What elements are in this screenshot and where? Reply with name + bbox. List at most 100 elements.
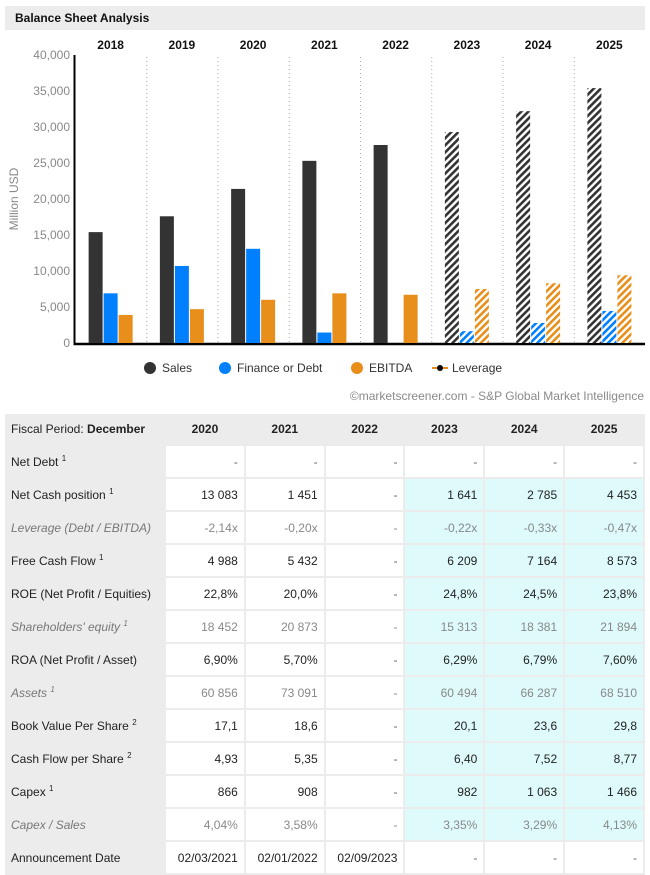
row-label: Announcement Date	[5, 841, 166, 875]
table-cell: 18 381	[484, 610, 566, 644]
table-cell: -	[484, 841, 566, 875]
balance-sheet-table: Fiscal Period: December 2020 2021 2022 2023…	[5, 414, 645, 875]
row-label: Cash Flow per Share 2	[5, 742, 166, 776]
table-header-row: Fiscal Period: December 2020 2021 2022 2023…	[5, 414, 645, 446]
table-cell: -	[324, 643, 406, 677]
bar-ebitda-2020	[261, 299, 276, 343]
table-cell: -	[564, 445, 645, 479]
footnote-marker: 2	[127, 750, 132, 760]
bar-finance-or-debt-2024	[531, 322, 546, 343]
column-header-2024: 2024	[484, 414, 566, 446]
bar-sales-2018	[88, 232, 103, 343]
bar-ebitda-2021	[332, 293, 347, 343]
legend-marker-leverage	[432, 365, 448, 371]
table-cell: -	[324, 676, 406, 710]
row-label: Assets 1	[5, 676, 166, 710]
table-cell: -	[324, 544, 406, 578]
row-label-text: Book Value Per Share	[11, 718, 129, 733]
table-cell: 1 063	[484, 775, 566, 809]
table-cell: 8,77	[564, 742, 645, 776]
bar-sales-2022	[373, 145, 388, 343]
table-cell: 6,90%	[165, 643, 246, 677]
footnote-marker: 1	[49, 783, 54, 793]
table-row: Shareholders' equity 1 18 452 20 873-15 31…	[5, 610, 645, 644]
table-cell: 2 785	[484, 478, 566, 512]
table-cell: 20,0%	[244, 577, 326, 611]
table-cell: 5,35	[244, 742, 326, 776]
y-tick-label: 10,000	[33, 264, 70, 278]
column-header-2023: 2023	[404, 414, 486, 446]
table-cell: 7,52	[484, 742, 566, 776]
row-label-text: Announcement Date	[11, 850, 121, 865]
table-cell: 908	[244, 775, 326, 809]
legend-label: Leverage	[452, 361, 502, 375]
bar-sales-2020	[231, 188, 246, 343]
x-tick-label: 2021	[311, 38, 338, 52]
x-tick-label: 2018	[97, 38, 124, 52]
row-label-text: Net Cash position	[11, 487, 106, 502]
table-cell: -	[404, 841, 486, 875]
table-cell: 73 091	[244, 676, 326, 710]
table-cell: 18,6	[244, 709, 326, 743]
table-cell: 4,13%	[564, 808, 645, 842]
row-label: ROE (Net Profit / Equities)	[5, 577, 166, 611]
table-cell: 15 313	[404, 610, 486, 644]
table-cell: 7,60%	[564, 643, 645, 677]
table-cell: 60 856	[165, 676, 246, 710]
table-cell: 4 988	[165, 544, 246, 578]
footnote-marker: 1	[61, 453, 67, 463]
y-tick-label: 40,000	[33, 48, 70, 62]
bar-ebitda-2023	[474, 289, 489, 343]
y-tick-label: 0	[63, 336, 70, 350]
table-cell: 22,8%	[165, 577, 246, 611]
table-cell: -	[324, 808, 406, 842]
table-cell: 3,35%	[404, 808, 486, 842]
row-label-text: Leverage (Debt / EBITDA)	[11, 520, 152, 535]
row-label: Leverage (Debt / EBITDA)	[5, 511, 166, 545]
table-cell: -2,14x	[165, 511, 246, 545]
table-row: ROE (Net Profit / Equities) 22,8% 20,0% -24…	[5, 577, 645, 611]
table-cell: 18 452	[165, 610, 246, 644]
legend-label: EBITDA	[369, 361, 412, 375]
table-cell: 6,29%	[404, 643, 486, 677]
table-row: Book Value Per Share 2 17,1 18,6-20,1 23,6 2…	[5, 709, 645, 743]
table-row: ROA (Net Profit / Asset) 6,90% 5,70% -6,29%…	[5, 643, 645, 677]
row-label: Net Cash position 1	[5, 478, 166, 512]
table-cell: 68 510	[564, 676, 645, 710]
row-label: Shareholders' equity 1	[5, 610, 166, 644]
table-cell: 6,40	[404, 742, 486, 776]
table-cell: -0,22x	[404, 511, 486, 545]
footnote-marker: 1	[99, 552, 104, 562]
row-label-text: Net Debt	[11, 454, 59, 469]
x-tick-label: 2024	[525, 38, 552, 52]
table-cell: 8 573	[564, 544, 645, 578]
table-cell: 23,6	[484, 709, 566, 743]
table-cell: -	[324, 775, 406, 809]
y-tick-label: 25,000	[33, 156, 70, 170]
y-tick-label: 5,000	[40, 300, 70, 314]
table-cell: 4 453	[564, 478, 645, 512]
bar-finance-or-debt-2025	[602, 310, 617, 343]
row-label-text: Cash Flow per Share	[11, 751, 124, 766]
table-cell: 6 209	[404, 544, 486, 578]
table-cell: 4,93	[165, 742, 246, 776]
bar-sales-2024	[516, 111, 531, 343]
y-tick-label: 20,000	[33, 192, 70, 206]
table-cell: 982	[404, 775, 486, 809]
table-cell: 6,79%	[484, 643, 566, 677]
table-cell: 21 894	[564, 610, 645, 644]
legend-marker-finance-or-debt	[219, 362, 231, 374]
source-credit: ©marketscreener.com - S&P Global Market …	[349, 389, 644, 403]
x-tick-label: 2020	[240, 38, 267, 52]
y-axis-label: Million USD	[7, 167, 21, 230]
row-label-text: Capex	[11, 784, 46, 799]
chart-title-bar: Balance Sheet Analysis	[5, 6, 645, 30]
table-cell: 29,8	[564, 709, 645, 743]
table-cell: -	[324, 709, 406, 743]
column-header-2021: 2021	[244, 414, 326, 446]
row-label-text: Shareholders' equity	[11, 619, 121, 634]
table-cell: -	[484, 445, 566, 479]
table-cell: -	[324, 511, 406, 545]
bar-ebitda-2025	[617, 275, 632, 343]
table-cell: 1 466	[564, 775, 645, 809]
